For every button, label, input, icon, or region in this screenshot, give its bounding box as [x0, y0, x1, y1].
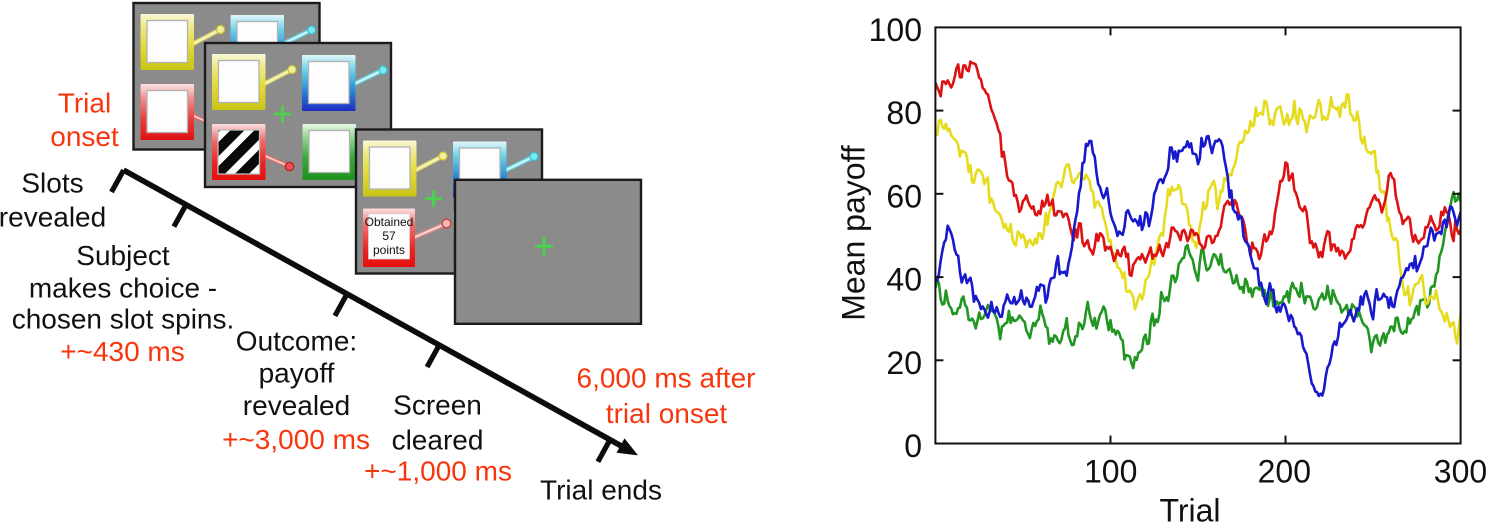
- svg-text:trial onset: trial onset: [606, 398, 728, 429]
- svg-text:200: 200: [1258, 454, 1311, 490]
- svg-text:Trial ends: Trial ends: [540, 475, 662, 506]
- svg-text:points: points: [373, 243, 405, 257]
- svg-text:20: 20: [886, 345, 922, 381]
- svg-text:300: 300: [1434, 454, 1487, 490]
- svg-text:Obtained: Obtained: [365, 215, 414, 229]
- svg-text:Screen: Screen: [393, 390, 482, 421]
- svg-text:revealed: revealed: [0, 202, 106, 233]
- svg-text:60: 60: [886, 178, 922, 214]
- svg-text:chosen slot spins.: chosen slot spins.: [12, 304, 235, 335]
- svg-text:40: 40: [886, 262, 922, 298]
- svg-text:onset: onset: [50, 121, 119, 152]
- svg-text:Slots: Slots: [21, 167, 83, 198]
- svg-text:payoff: payoff: [259, 358, 335, 389]
- svg-text:100: 100: [1084, 454, 1137, 490]
- svg-text:revealed: revealed: [243, 390, 350, 421]
- svg-text:Subject: Subject: [76, 240, 170, 271]
- svg-text:makes choice -: makes choice -: [29, 273, 217, 304]
- svg-text:Outcome:: Outcome:: [236, 326, 357, 357]
- svg-text:+~1,000 ms: +~1,000 ms: [364, 456, 512, 487]
- svg-text:Mean payoff: Mean payoff: [835, 145, 871, 321]
- svg-text:100: 100: [869, 12, 922, 48]
- svg-text:0: 0: [904, 428, 922, 464]
- svg-text:Trial: Trial: [58, 88, 111, 119]
- svg-text:+~3,000 ms: +~3,000 ms: [222, 424, 370, 455]
- svg-text:+~430 ms: +~430 ms: [60, 336, 185, 367]
- svg-text:57: 57: [382, 229, 396, 243]
- svg-text:Trial: Trial: [1159, 493, 1220, 522]
- svg-text:80: 80: [886, 95, 922, 131]
- svg-text:cleared: cleared: [392, 425, 484, 456]
- svg-text:6,000 ms after: 6,000 ms after: [577, 363, 756, 394]
